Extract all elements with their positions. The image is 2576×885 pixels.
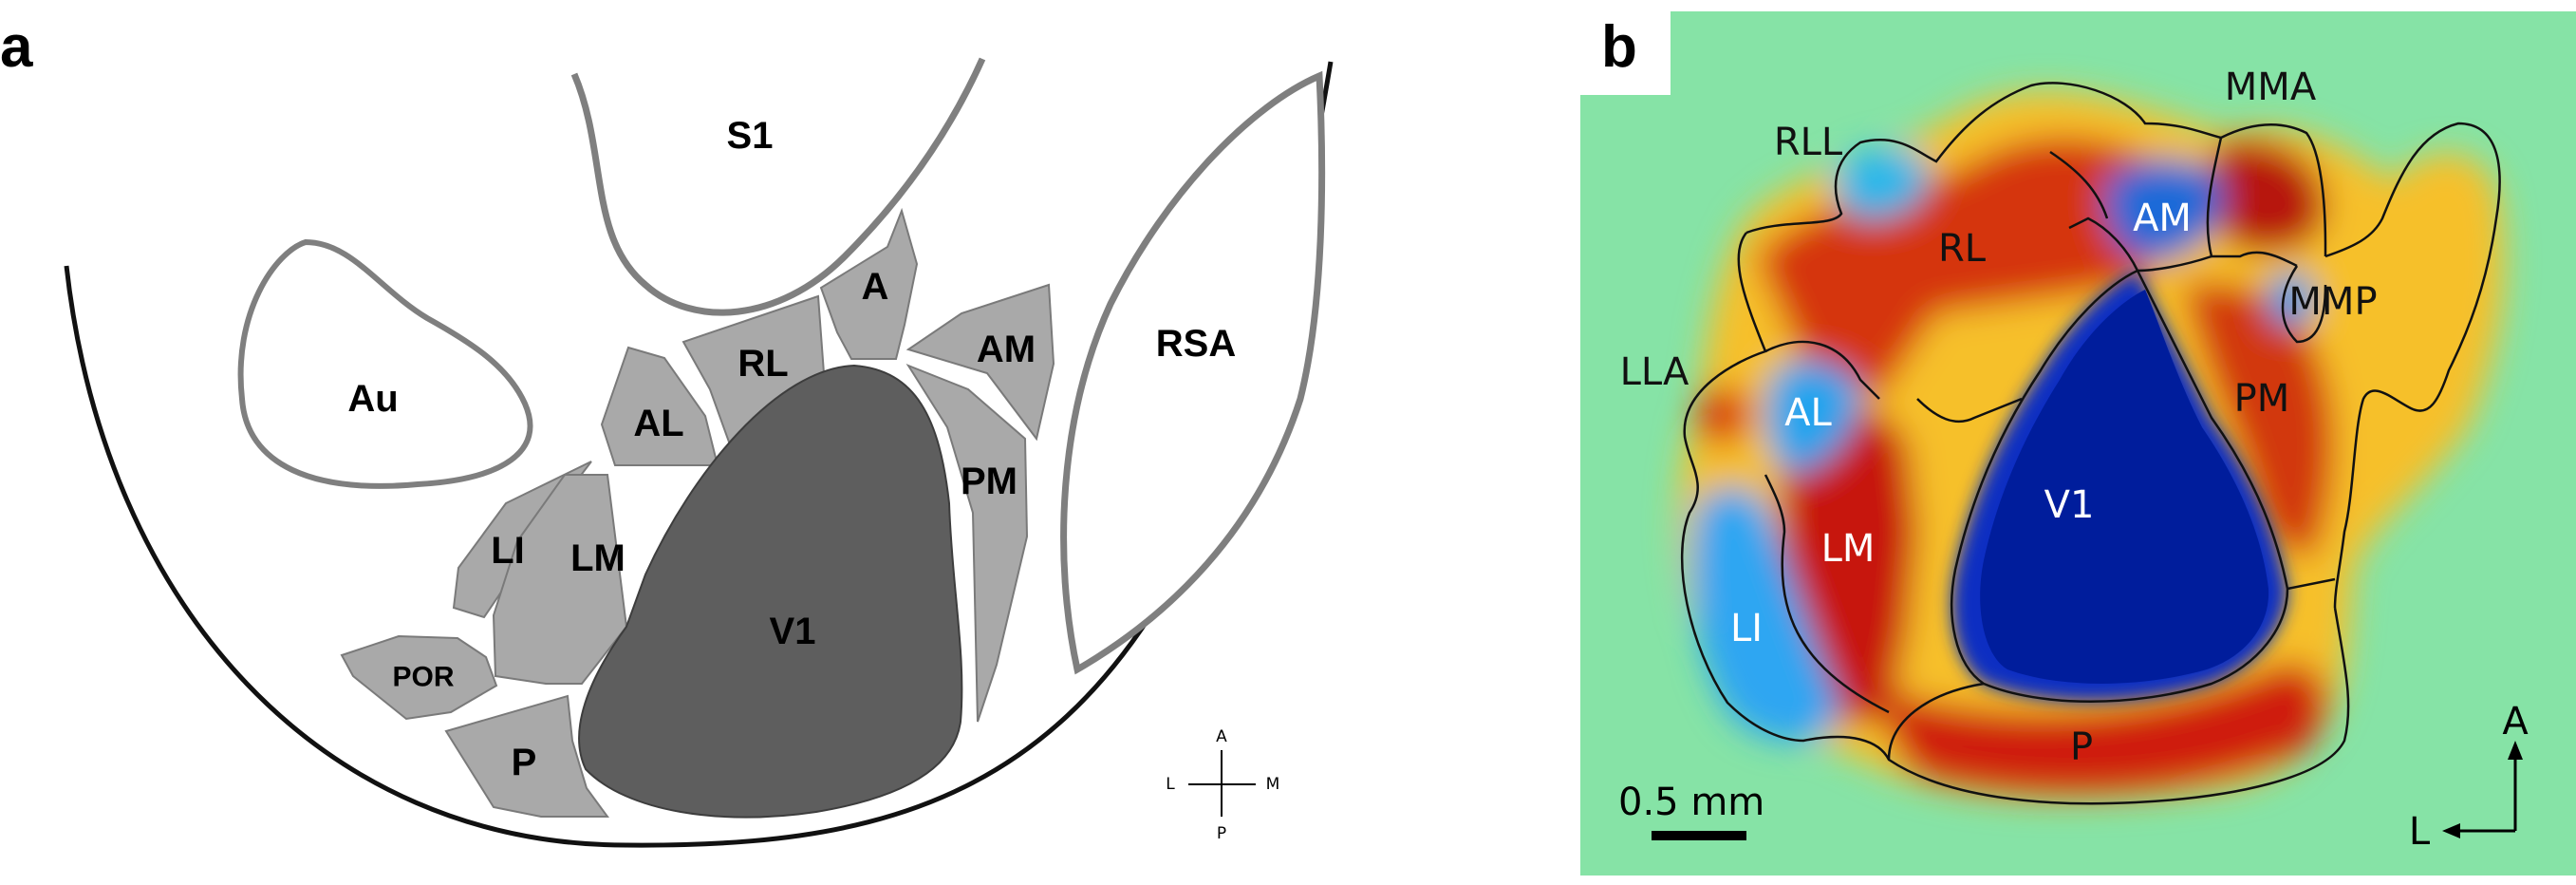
label-b-AL: AL (1784, 391, 1832, 435)
label-b-PM: PM (2234, 377, 2290, 421)
label-a-Au: Au (347, 378, 398, 420)
label-a-AM: AM (977, 329, 1036, 370)
compass-a-up: A (1216, 727, 1227, 746)
area-a-V1 (578, 364, 963, 819)
label-a-PM: PM (961, 461, 1017, 502)
au-outline (237, 238, 533, 489)
label-b-RL: RL (1938, 227, 1987, 271)
rsa-outline (1060, 70, 1326, 675)
scale-bar: 0.5 mm (1618, 781, 1764, 840)
s1-outline (570, 57, 986, 316)
area-a-AM (905, 283, 1055, 442)
label-b-V1: V1 (2044, 483, 2095, 527)
panel-b: b RLL MMA RL AM MMP LLA AL PM V1 LM LI P… (1580, 11, 2576, 876)
area-a-A (819, 207, 919, 360)
label-a-RL: RL (737, 343, 788, 385)
label-a-LI: LI (491, 530, 525, 572)
panel-a: a S1 Au RSA A RL AL AM PM LI LM V1 POR P (0, 14, 1334, 848)
panel-a-letter: a (0, 14, 33, 80)
compass-b: A L (2409, 700, 2529, 854)
compass-a: A P L M (1166, 727, 1279, 843)
label-a-LM: LM (570, 537, 625, 579)
area-a-LM (492, 474, 628, 685)
label-a-AL: AL (633, 403, 683, 444)
scale-bar-label: 0.5 mm (1618, 781, 1764, 824)
label-a-A: A (862, 266, 889, 308)
label-a-P: P (512, 742, 537, 783)
label-b-AM: AM (2133, 197, 2192, 240)
label-a-POR: POR (392, 662, 454, 693)
compass-a-down: P (1217, 824, 1226, 843)
compass-a-right: M (1266, 775, 1280, 794)
compass-a-left: L (1166, 775, 1175, 794)
area-a-P (444, 694, 609, 818)
label-b-RLL: RLL (1774, 121, 1843, 164)
area-borders (1680, 82, 2501, 805)
panel-b-letter-box (1580, 11, 1671, 95)
area-a-POR (340, 634, 498, 721)
label-a-V1: V1 (770, 611, 816, 652)
label-a-S1: S1 (727, 115, 774, 157)
label-b-LM: LM (1821, 527, 1876, 571)
label-b-P: P (2070, 725, 2093, 769)
compass-b-up: A (2502, 700, 2529, 744)
label-a-RSA: RSA (1156, 323, 1236, 365)
area-a-PM (905, 363, 1029, 723)
label-b-LLA: LLA (1620, 350, 1689, 394)
label-b-MMA: MMA (2225, 66, 2317, 109)
label-b-LI: LI (1730, 607, 1763, 650)
v1-core (1980, 290, 2269, 684)
panel-b-letter: b (1601, 14, 1637, 80)
label-b-MMP: MMP (2288, 280, 2377, 324)
compass-b-left: L (2409, 810, 2431, 854)
